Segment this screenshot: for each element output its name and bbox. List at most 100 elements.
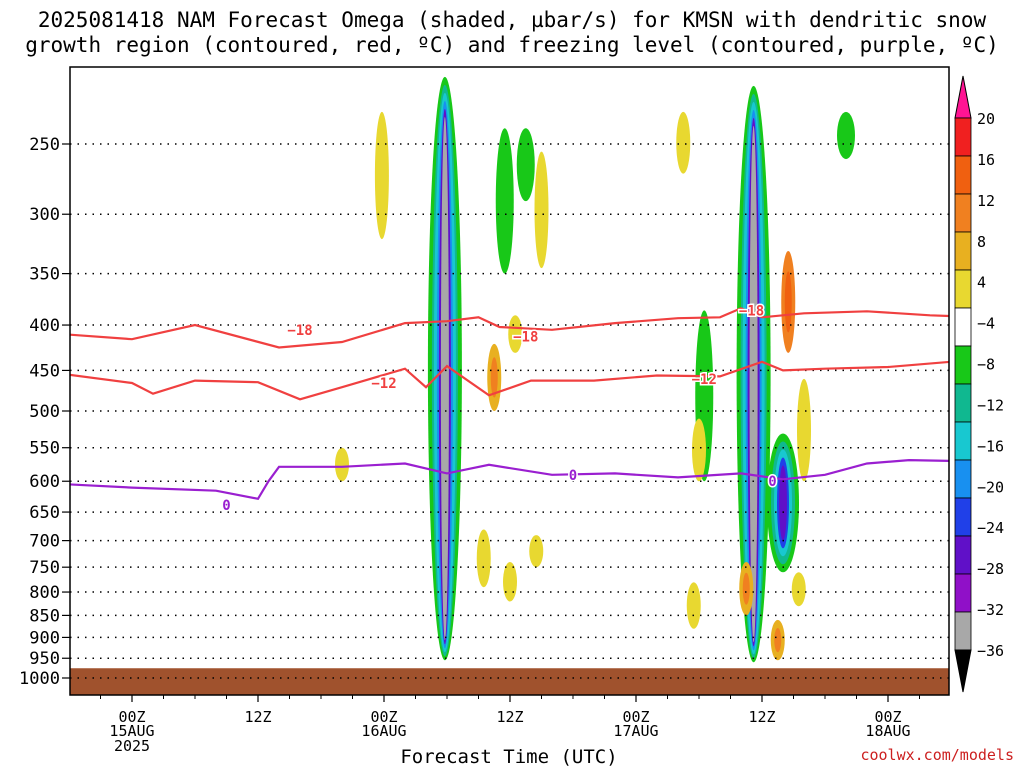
- colorbar-box: [954, 155, 972, 195]
- omega-cell: [837, 111, 855, 160]
- omega-core-ring: [749, 125, 758, 643]
- colorbar-box: [954, 535, 972, 575]
- chart-title-line-1: 2025081418 NAM Forecast Omega (shaded, µ…: [37, 8, 987, 32]
- colorbar-box: [954, 421, 972, 461]
- y-tick-label: 500: [29, 402, 60, 422]
- contour-lines: [70, 307, 949, 501]
- contour-label: 0: [768, 474, 776, 490]
- omega-cell: [791, 572, 806, 607]
- chart-title-line-2: growth region (contoured, red, ºC) and f…: [25, 33, 999, 57]
- x-tick-sub1: 17AUG: [613, 722, 658, 740]
- omega-cell: [529, 535, 544, 568]
- colorbar: 20 16 12 8 4 −4 −8 −12 −16 −20 −24 −28 −32 −36: [954, 75, 1004, 693]
- x-tick-label: 00Z: [370, 708, 397, 726]
- colorbar-label: −4: [977, 315, 995, 333]
- colorbar-label: 4: [977, 274, 986, 292]
- colorbar-box: [954, 573, 972, 613]
- omega-cell: [686, 582, 701, 629]
- colorbar-box: [954, 345, 972, 385]
- x-tick-label: 00Z: [622, 708, 649, 726]
- omega-cell-inner: [490, 357, 498, 398]
- colorbar-box: [954, 611, 972, 651]
- y-tick-label: 700: [29, 532, 60, 552]
- y-tick-label: 650: [29, 503, 60, 523]
- colorbar-label: −28: [977, 560, 1004, 578]
- colorbar-label: −20: [977, 478, 1004, 496]
- omega-cell: [516, 128, 535, 202]
- colorbar-top-arrow: [954, 75, 972, 119]
- omega-cell: [374, 111, 389, 240]
- omega-shading: [335, 76, 855, 663]
- x-tick-sub1: 18AUG: [865, 722, 910, 740]
- y-tick-label: 850: [29, 606, 60, 626]
- colorbar-box: [954, 269, 972, 309]
- y-tick-label: 1000: [19, 669, 60, 689]
- contour-line-0: [70, 307, 949, 349]
- colorbar-label: −16: [977, 437, 1004, 455]
- colorbar-label: 16: [977, 151, 995, 169]
- x-tick-label: 00Z: [118, 708, 145, 726]
- y-tick-label: 950: [29, 649, 60, 669]
- omega-cell: [797, 378, 811, 482]
- contour-label: 0: [222, 498, 230, 514]
- omega-cell: [335, 447, 349, 482]
- colorbar-bottom-arrow: [954, 649, 972, 693]
- contour-label: 0: [569, 468, 577, 484]
- contour-label: −18: [287, 323, 312, 339]
- contour-label: −18: [513, 329, 538, 345]
- colorbar-label: −12: [977, 396, 1004, 414]
- y-tick-label: 450: [29, 361, 60, 381]
- y-tick-label: 300: [29, 205, 60, 225]
- omega-cell: [503, 562, 517, 602]
- colorbar-box: [954, 193, 972, 233]
- contour-labels: −18 −18 −18 −12 −12 0 0 0: [221, 302, 778, 516]
- x-tick-sub1: 16AUG: [361, 722, 406, 740]
- colorbar-label: 20: [977, 110, 995, 128]
- colorbar-box: [954, 459, 972, 499]
- y-tick-label: 550: [29, 439, 60, 459]
- colorbar-box: [954, 117, 972, 157]
- y-tick-label: 350: [29, 265, 60, 285]
- contour-line-1: [70, 360, 949, 401]
- colorbar-label: 12: [977, 192, 995, 210]
- colorbar-box: [954, 383, 972, 423]
- colorbar-box: [954, 307, 972, 347]
- contour-label: −12: [371, 376, 396, 392]
- contour-label: −18: [739, 303, 764, 319]
- y-axis-ticks: 2503003504004505005506006507007508008509…: [19, 135, 70, 689]
- omega-cell: [476, 529, 491, 588]
- colorbar-label: −32: [977, 601, 1004, 619]
- omega-cell-inner: [774, 627, 782, 653]
- credit-text: coolwx.com/models: [860, 746, 1014, 764]
- omega-cell: [534, 151, 549, 269]
- x-tick-label: 12Z: [244, 708, 271, 726]
- contour-label: −12: [692, 372, 717, 388]
- x-tick-sub1: 15AUG: [109, 722, 154, 740]
- y-tick-label: 900: [29, 628, 60, 648]
- omega-cell: [676, 111, 691, 174]
- x-tick-label: 12Z: [496, 708, 523, 726]
- y-tick-label: 400: [29, 316, 60, 336]
- colorbar-label: −8: [977, 356, 995, 374]
- x-tick-label: 00Z: [874, 708, 901, 726]
- x-axis-label: Forecast Time (UTC): [400, 746, 618, 768]
- colorbar-label: −24: [977, 519, 1004, 537]
- omega-cell: [495, 128, 514, 274]
- colorbar-box: [954, 497, 972, 537]
- x-tick-sub2: 2025: [114, 737, 150, 755]
- omega-cell-inner: [742, 572, 750, 605]
- omega-cell-inner: [784, 271, 792, 333]
- y-tick-label: 750: [29, 558, 60, 578]
- colorbar-label: 8: [977, 233, 986, 251]
- ground-surface: [70, 668, 949, 695]
- colorbar-box: [954, 231, 972, 271]
- omega-cell-ring: [779, 465, 787, 541]
- omega-cell: [508, 315, 523, 353]
- y-tick-label: 800: [29, 583, 60, 603]
- omega-core-ring: [440, 116, 449, 641]
- omega-cell: [692, 418, 706, 482]
- colorbar-label: −36: [977, 642, 1004, 660]
- y-tick-label: 600: [29, 472, 60, 492]
